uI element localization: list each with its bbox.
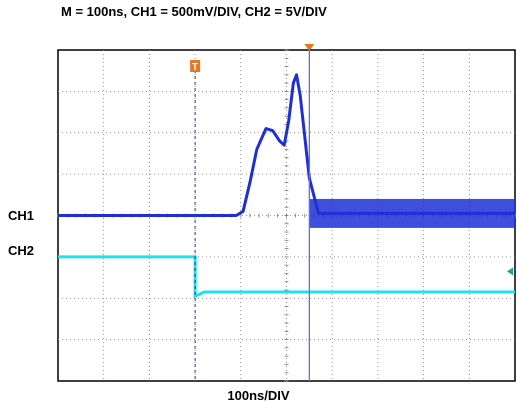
ch2-trace (58, 255, 515, 299)
ch1-trace (58, 73, 515, 217)
markers: T (190, 44, 513, 381)
ch1-label: CH1 (8, 207, 35, 223)
cursor-marker (304, 44, 315, 51)
traces (58, 73, 515, 299)
trigger-marker-label: T (192, 62, 198, 73)
x-axis-label: 100ns/DIV (227, 388, 290, 403)
trigger-marker-box (190, 60, 201, 72)
ch2-level-marker (507, 267, 513, 276)
ch2-label: CH2 (8, 242, 35, 258)
chart-title: M = 100ns, CH1 = 500mV/DIV, CH2 = 5V/DIV (61, 4, 327, 19)
